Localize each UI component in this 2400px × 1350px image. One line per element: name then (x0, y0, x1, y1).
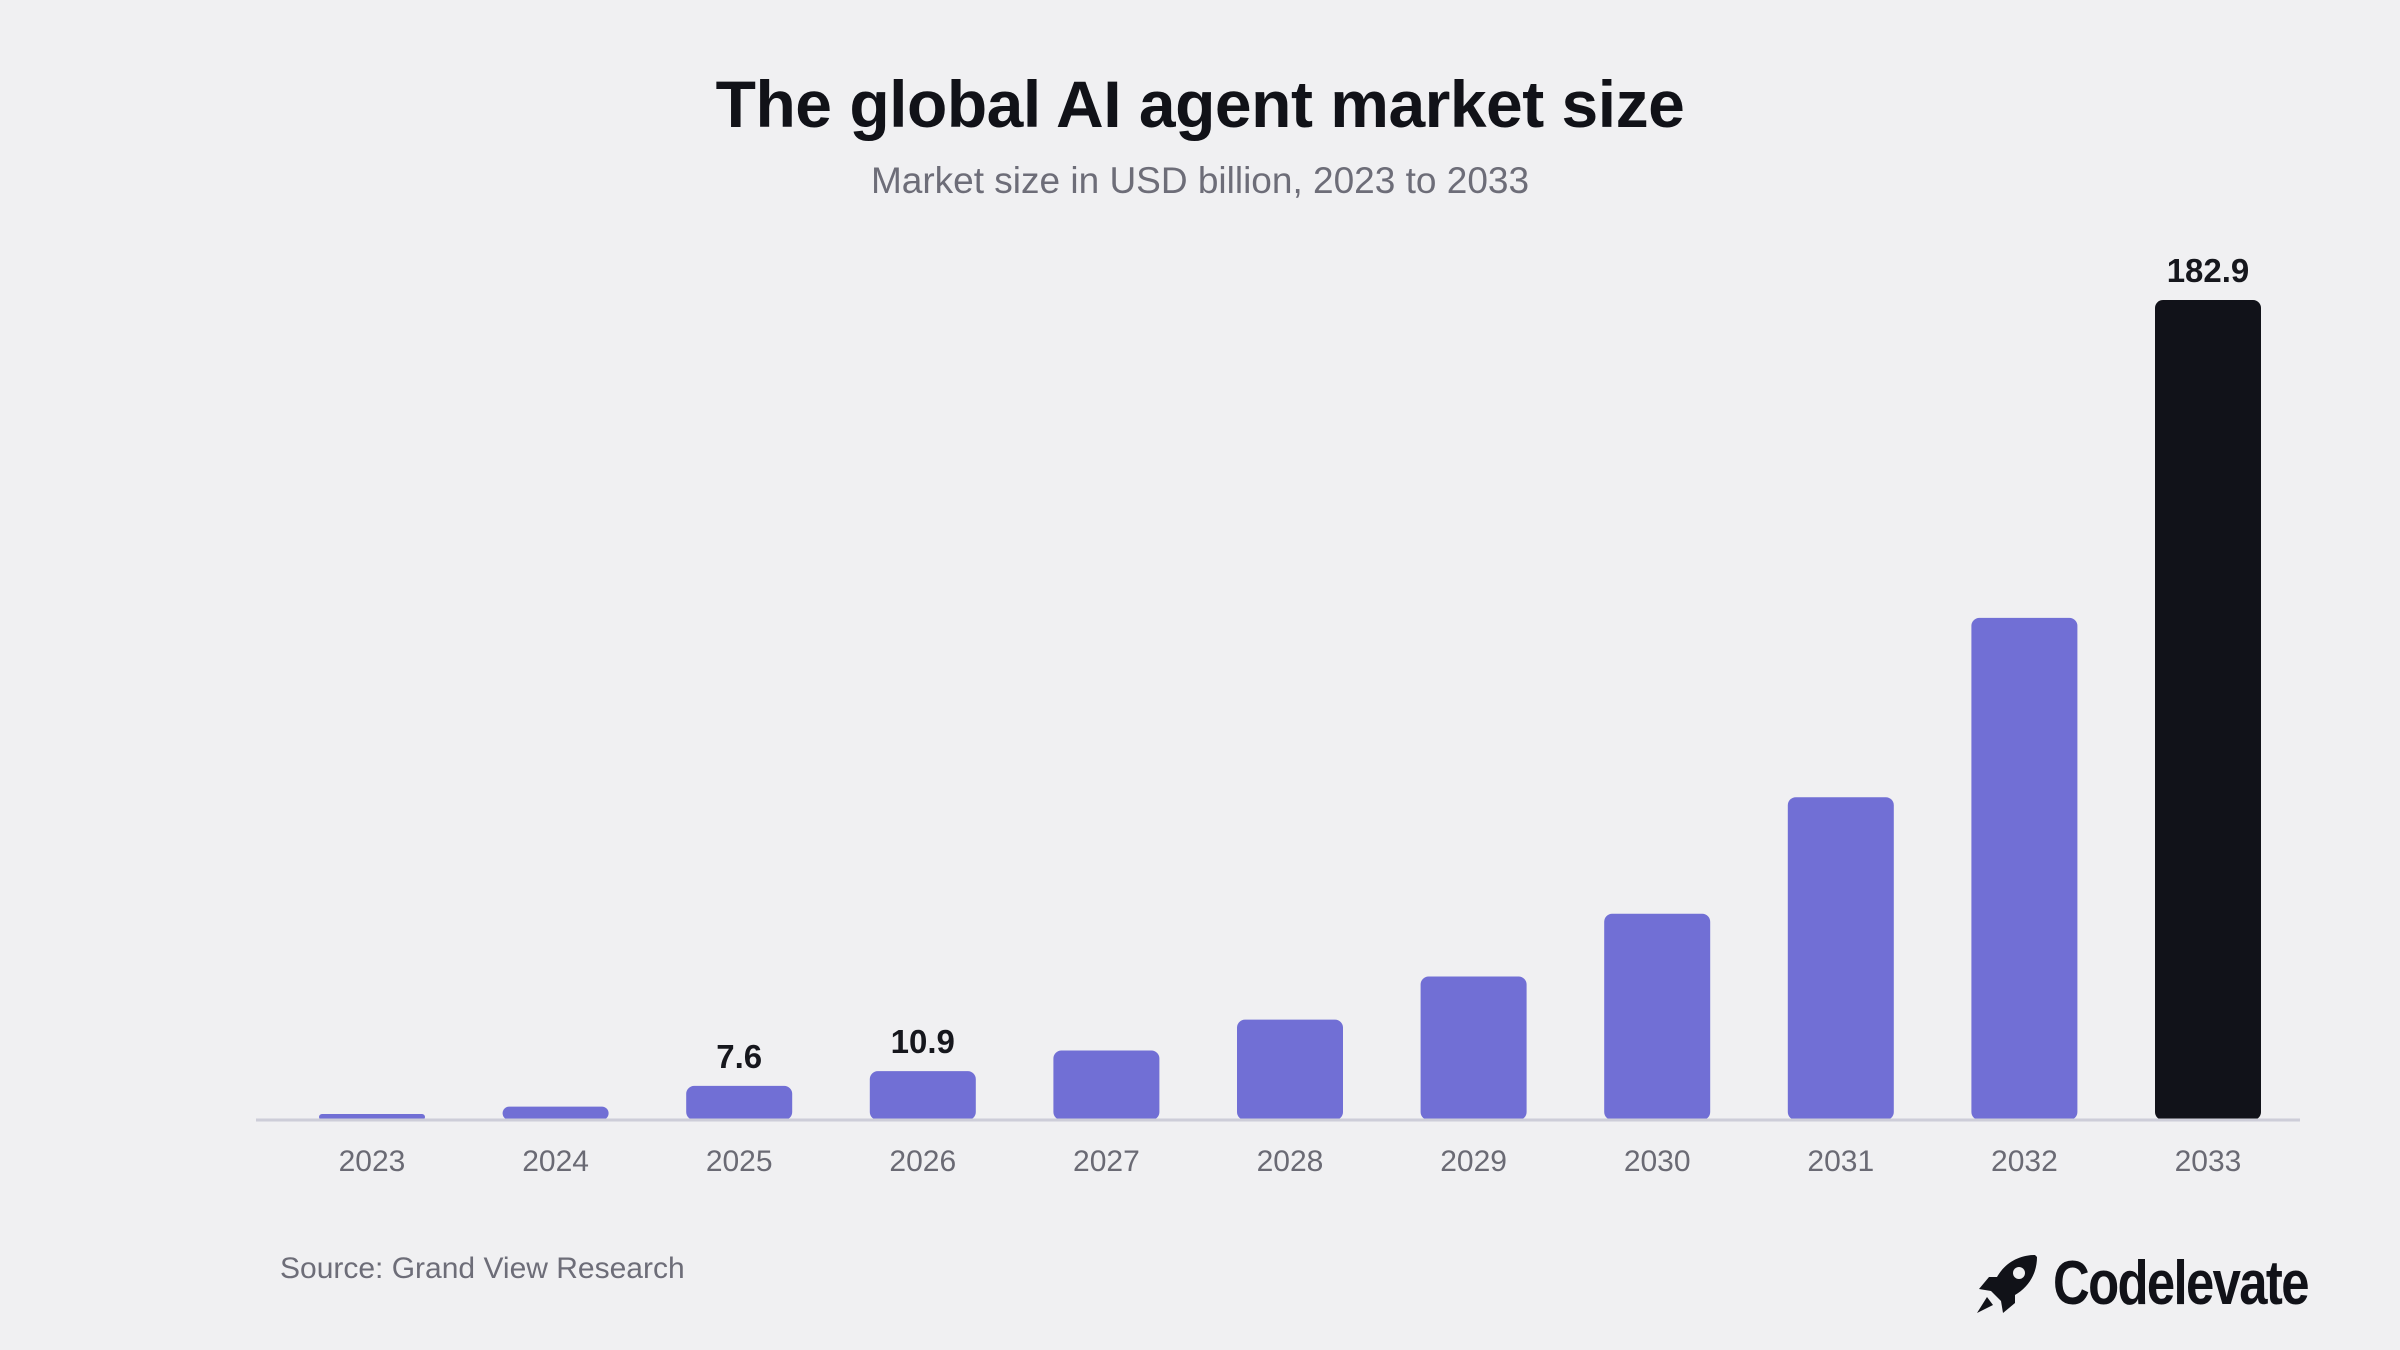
brand-name: Codelevate (2053, 1249, 2310, 1318)
rocket-icon (1977, 1254, 2038, 1313)
bar-2033 (2155, 300, 2261, 1120)
x-tick-label-2030: 2030 (1624, 1145, 1691, 1178)
data-label-2033: 182.9 (2167, 252, 2250, 289)
bar-2032 (1971, 617, 2078, 1120)
x-tick-label-2033: 2033 (2175, 1145, 2242, 1178)
bar-2030 (1604, 913, 1711, 1120)
x-tick-label-2023: 2023 (339, 1145, 406, 1178)
data-label-2026: 10.9 (891, 1023, 955, 1060)
x-tick-label-2032: 2032 (1991, 1145, 2058, 1178)
bar-2029 (1420, 976, 1527, 1120)
bar-2031 (1787, 797, 1894, 1120)
chart-subtitle: Market size in USD billion, 2023 to 2033 (870, 160, 1530, 201)
x-tick-label-2031: 2031 (1807, 1145, 1874, 1178)
x-tick-labels-group: 2023 2024 2025 2026 2027 2028 2029 2030 2031 2032… (339, 1145, 2242, 1178)
brand-logo: Codelevate (1973, 1248, 2310, 1319)
bar-2024 (502, 1106, 609, 1120)
x-tick-label-2024: 2024 (522, 1145, 589, 1178)
x-tick-label-2028: 2028 (1257, 1145, 1324, 1178)
x-tick-label-2027: 2027 (1073, 1145, 1140, 1178)
x-tick-label-2026: 2026 (889, 1145, 956, 1178)
bars-group (319, 300, 2261, 1120)
bar-2027 (1053, 1050, 1160, 1120)
bar-2028 (1237, 1019, 1343, 1120)
bar-2026 (869, 1071, 976, 1120)
data-labels-group: 7.6 10.9 182.9 (716, 252, 2249, 1075)
bar-2025 (686, 1085, 793, 1120)
x-tick-label-2025: 2025 (706, 1145, 773, 1178)
source-note: Source: Grand View Research (280, 1252, 685, 1285)
chart-title: The global AI agent market size (715, 67, 1685, 141)
data-label-2025: 7.6 (716, 1038, 762, 1075)
x-tick-label-2029: 2029 (1440, 1145, 1507, 1178)
